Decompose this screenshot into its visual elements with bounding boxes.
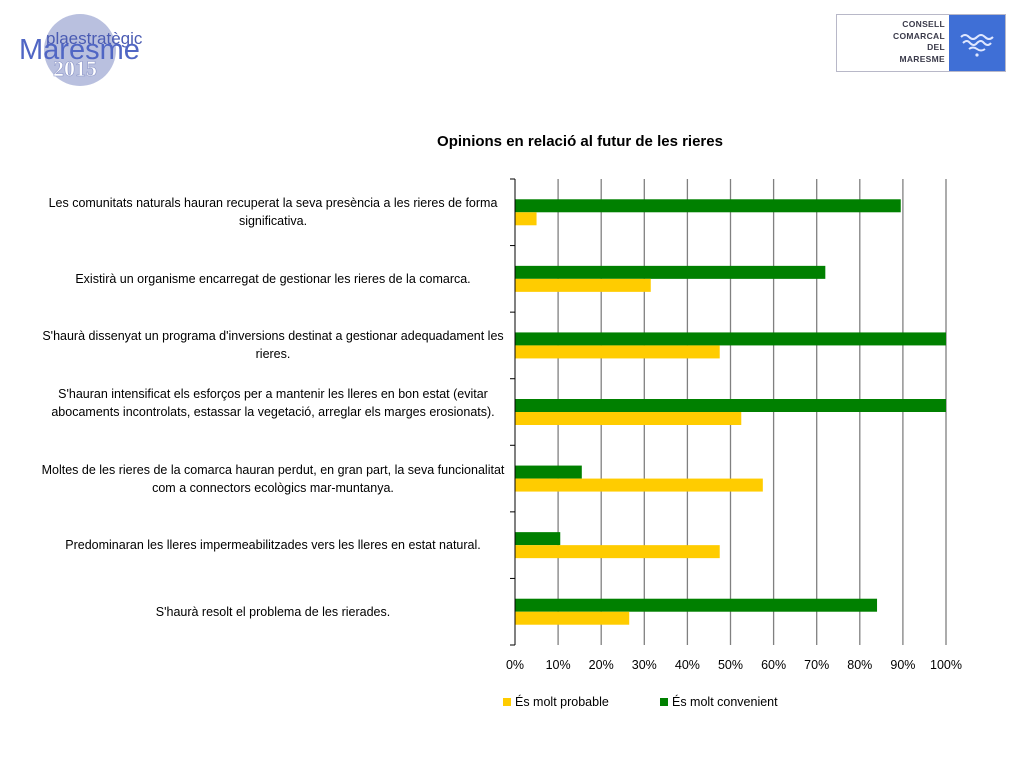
bar-probable <box>515 345 720 359</box>
x-tick-label: 90% <box>890 658 915 672</box>
x-tick-label: 100% <box>930 658 962 672</box>
plan-estrategic-logo: plaestratègic Maresme 2015 <box>19 14 143 86</box>
legend-item-convenient: És molt convenient <box>660 695 778 709</box>
axes <box>510 178 516 646</box>
category-label: Predominaran les lleres impermeabilitzad… <box>65 538 481 553</box>
bar-convenient <box>515 332 946 346</box>
x-tick-label: 0% <box>506 658 524 672</box>
x-tick-label: 20% <box>589 658 614 672</box>
bar-convenient <box>515 399 946 412</box>
consell-logo-text: CONSELL COMARCAL DEL MARESME <box>837 19 949 65</box>
logo-line3: 2015 <box>53 56 97 81</box>
x-tick-labels: 0% 10% 20% 30% 40% 50% 60% 70% 80% 90% 100% <box>506 658 962 672</box>
legend-label-convenient: És molt convenient <box>672 695 778 709</box>
bar-convenient <box>515 598 878 612</box>
category-label: S'hauran intensificat els esforços per a… <box>51 387 495 419</box>
bar-probable <box>515 212 537 226</box>
consell-logo-line: COMARCAL <box>893 30 945 41</box>
x-tick-label: 30% <box>632 658 657 672</box>
category-label: Moltes de les rieres de la comarca haura… <box>41 462 505 495</box>
bar-probable <box>515 278 651 292</box>
x-tick-label: 60% <box>761 658 786 672</box>
consell-logo-line: DEL <box>927 42 945 52</box>
bar-convenient <box>515 265 826 279</box>
x-tick-label: 80% <box>847 658 872 672</box>
logo-circle <box>44 14 116 86</box>
bar-probable <box>515 611 630 625</box>
category-label: Existirà un organisme encarregat de gest… <box>75 271 471 286</box>
x-tick-label: 50% <box>718 658 743 672</box>
bar-probable <box>515 478 763 492</box>
x-tick-label: 70% <box>804 658 829 672</box>
category-label: S'haurà dissenyat un programa d'inversio… <box>42 329 504 362</box>
legend-swatch-convenient <box>660 698 668 706</box>
bar-convenient <box>515 465 582 479</box>
consell-logo-line: CONSELL <box>902 19 945 29</box>
bar-convenient <box>515 199 901 213</box>
consell-emblem-icon <box>949 15 1005 71</box>
bar-probable <box>515 545 720 559</box>
consell-comarcal-logo: CONSELL COMARCAL DEL MARESME <box>836 14 1006 72</box>
consell-logo-line: MARESME <box>899 53 945 64</box>
bar-convenient <box>515 532 561 546</box>
legend-item-probable: És molt probable <box>503 695 609 709</box>
legend-label-probable: És molt probable <box>515 695 609 709</box>
x-tick-label: 10% <box>546 658 571 672</box>
bars <box>515 199 946 625</box>
bar-probable <box>515 412 742 425</box>
x-tick-label: 40% <box>675 658 700 672</box>
category-label: S'haurà resolt el problema de les rierad… <box>155 604 391 619</box>
chart-title: Opinions en relació al futur de les rier… <box>437 133 723 150</box>
category-label: Les comunitats naturals hauran recuperat… <box>48 196 498 229</box>
logo-line2: Maresme <box>19 34 140 66</box>
legend-swatch-probable <box>503 698 511 706</box>
logo-line1: plaestratègic <box>46 29 143 48</box>
